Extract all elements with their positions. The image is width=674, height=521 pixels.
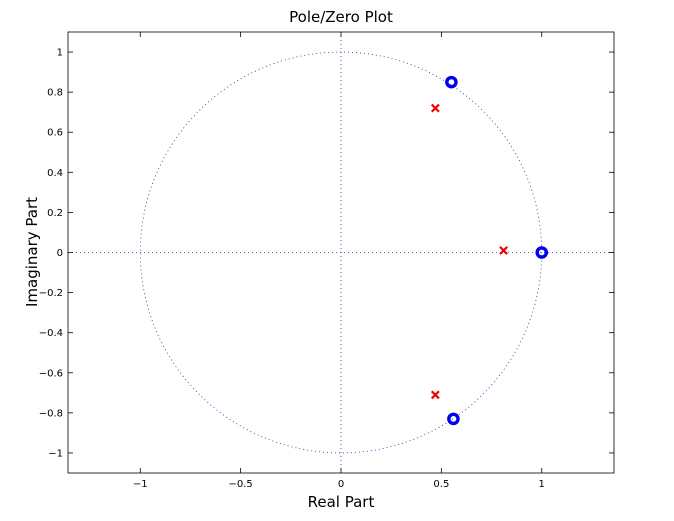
y-tick-label: −0.4 (39, 328, 63, 339)
y-tick-label: −0.8 (39, 408, 63, 419)
y-tick-label: 0.4 (47, 168, 63, 179)
chart-title: Pole/Zero Plot (289, 8, 393, 26)
zero-marker (535, 246, 549, 259)
y-tick-label: −0.2 (39, 288, 63, 299)
x-tick-label: 1 (539, 479, 545, 490)
x-tick-label: 0.5 (433, 479, 449, 490)
zero-marker (447, 412, 460, 426)
y-tick-label: 1 (57, 48, 63, 59)
plot-area: −1 −0.5 0 0.5 1 1 0.8 0.6 0.4 0.2 0 −0.2 −0.4 −0.6 −0.… (39, 31, 615, 490)
pole-marker (430, 103, 440, 113)
y-axis-label: Imaginary Part (23, 197, 41, 307)
pole-marker (430, 390, 440, 400)
y-tick-label: −1 (48, 448, 63, 459)
y-tick-label: 0.6 (47, 128, 63, 139)
y-tick-label: 0 (57, 248, 63, 259)
x-axis-label: Real Part (308, 493, 375, 511)
zero-marker (445, 75, 458, 89)
y-tick-label: 0.2 (47, 208, 63, 219)
x-tick-label: 0 (338, 479, 344, 490)
x-tick-label: −1 (133, 479, 148, 490)
pole-marker (499, 246, 508, 255)
y-tick-label: −0.6 (39, 368, 63, 379)
y-tick-label: 0.8 (47, 88, 63, 99)
x-tick-label: −0.5 (228, 479, 252, 490)
